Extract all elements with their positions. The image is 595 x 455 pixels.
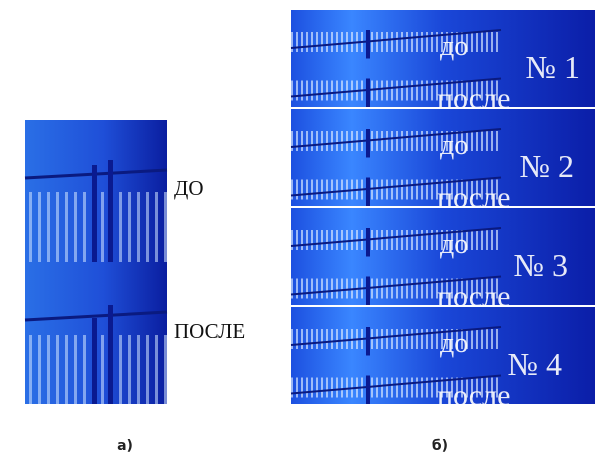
handrail [290, 374, 502, 395]
handrail [290, 275, 502, 296]
post [366, 129, 370, 158]
post [366, 276, 370, 305]
separator [291, 206, 595, 208]
handrail [290, 29, 502, 49]
label-before: ДО [174, 176, 204, 200]
sample-number: № 4 [507, 346, 562, 382]
separator [291, 305, 595, 307]
railing [291, 179, 501, 200]
post [366, 327, 370, 356]
label-after: после [437, 379, 510, 412]
caption-b: б) [432, 438, 448, 454]
handrail [290, 326, 502, 346]
label-before: до [440, 31, 468, 62]
caption-a: а) [117, 438, 133, 454]
post [366, 30, 370, 59]
railing [291, 32, 501, 52]
image-a-before [24, 120, 168, 262]
handrail [290, 176, 502, 197]
handrail [290, 77, 502, 98]
railing [291, 131, 501, 151]
sample-number: № 2 [519, 148, 574, 184]
sample-number: № 3 [513, 247, 568, 283]
post [366, 78, 370, 107]
label-after: ПОСЛЕ [174, 319, 245, 343]
railing [291, 278, 501, 299]
label-before: до [440, 130, 468, 161]
label-before: до [440, 328, 468, 359]
post [366, 228, 370, 257]
railing [291, 230, 501, 250]
railing [291, 80, 501, 101]
handrail [290, 128, 502, 148]
image-a-after [24, 262, 168, 404]
post [366, 375, 370, 404]
railing [291, 377, 501, 398]
handrail [290, 227, 502, 247]
post [366, 177, 370, 206]
separator [291, 107, 595, 109]
label-before: до [440, 229, 468, 260]
sample-number: № 1 [525, 49, 580, 85]
railing [291, 329, 501, 349]
